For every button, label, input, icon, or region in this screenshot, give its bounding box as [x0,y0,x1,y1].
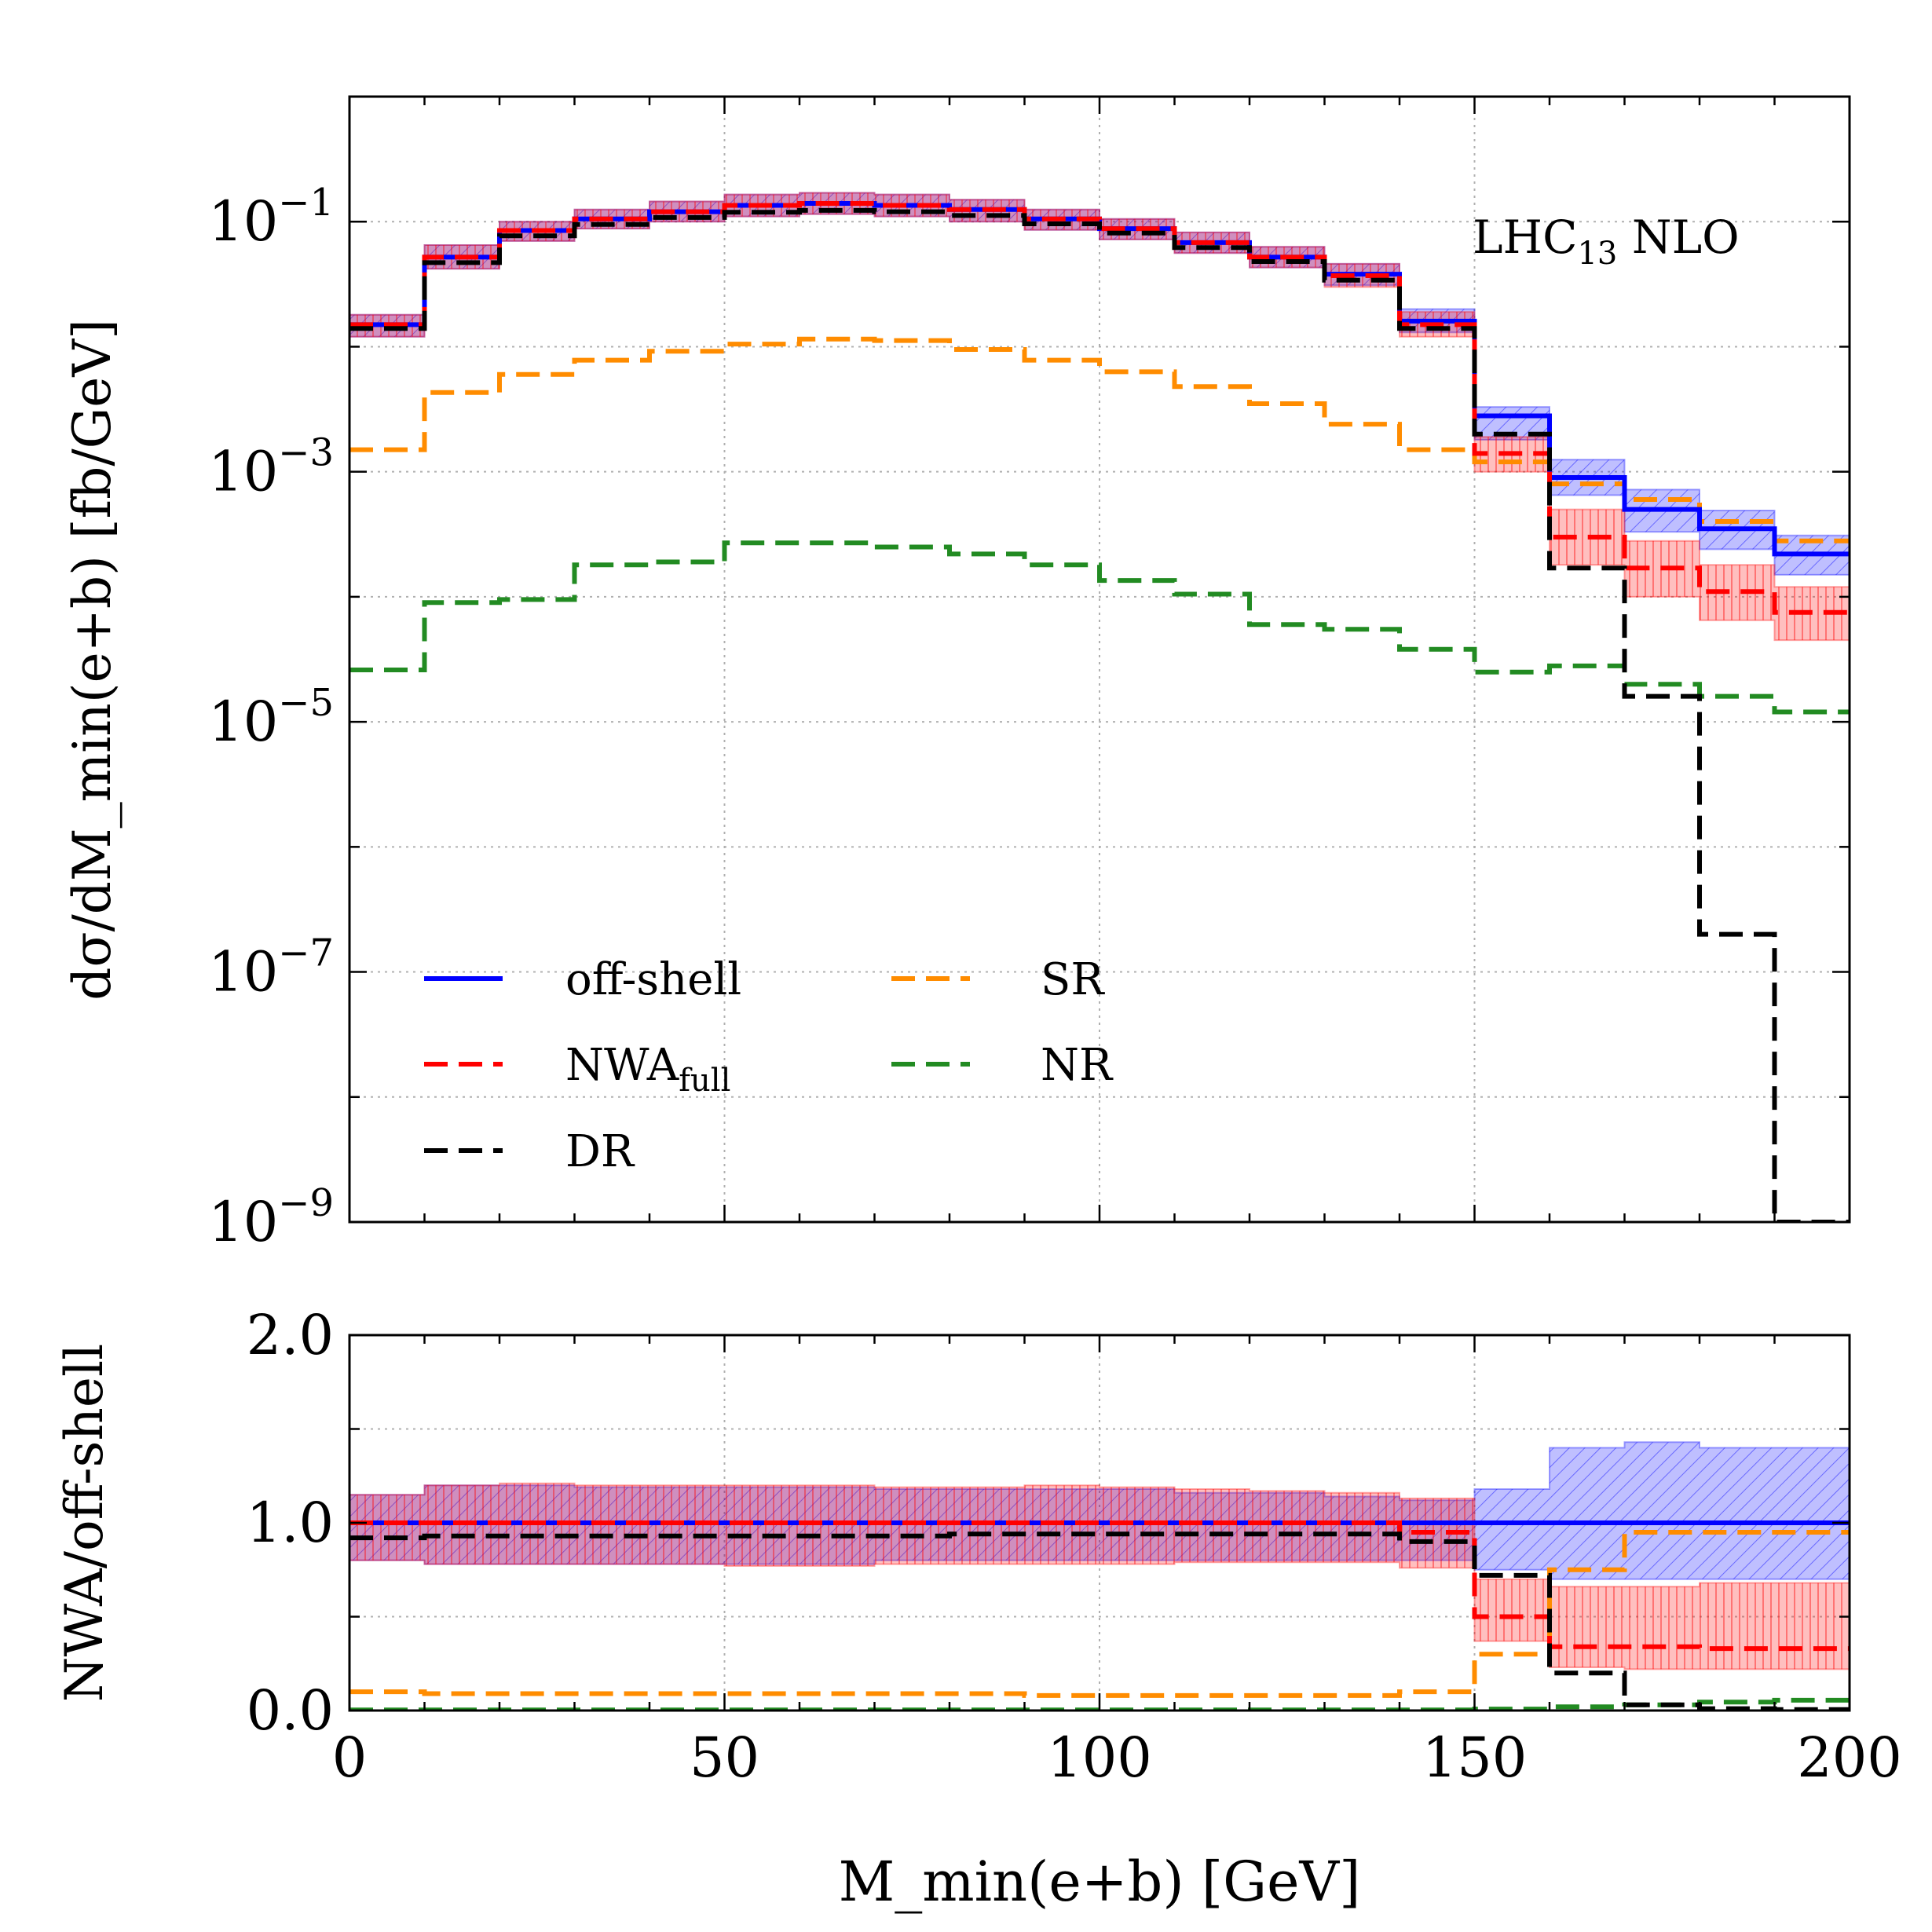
legend-label: DR [565,1126,635,1177]
legend-label: NWAfull [565,1040,730,1099]
legend-label: NR [1041,1040,1114,1091]
series-line-nr [349,540,1850,715]
y-tick-label: 10−3 [208,431,334,504]
main-y-axis-label: dσ/dM_min(e+b) [fb/GeV] [62,319,123,1001]
y-tick-label: 10−5 [208,681,334,754]
x-tick-labels: 0 50 100 150 200 [332,1725,1902,1790]
band-nwa [349,1482,1850,1670]
series-line-nwa [349,201,1850,615]
legend: off-shell NWAfull DR SR NR [424,954,1114,1177]
annotation: LHC13 NLO [1473,210,1740,272]
series-line-dr [349,1531,1850,1711]
ratio-panel: 0.0 1.0 2.0 NWA/off-shell [54,1303,1851,1743]
x-tick-label: 200 [1797,1725,1902,1790]
legend-item-nwa-full: NWAfull [424,1040,730,1099]
series-line-sr [349,336,1850,543]
series-line-sr [349,1530,1850,1698]
series-line-dr [349,207,1850,1222]
y-tick-label: 10−9 [208,1181,334,1254]
x-tick-label: 150 [1422,1725,1528,1790]
legend-label: SR [1041,954,1105,1005]
x-tick-label: 50 [690,1725,759,1790]
main-panel: 10−1 10−3 10−5 10−7 10−9 LHC13 NLO off-shell… [62,95,1851,1254]
ratio-ticks: 0.0 1.0 2.0 [247,1303,1851,1743]
y-tick-label: 2.0 [247,1303,334,1367]
x-tick-label: 100 [1047,1725,1152,1790]
ratio-y-axis-label: NWA/off-shell [54,1344,115,1702]
legend-label: off-shell [565,954,741,1005]
y-tick-label: 10−7 [208,931,334,1004]
main-lines [349,201,1850,1222]
y-tick-label: 0.0 [247,1678,334,1743]
series-line-nwa [349,1520,1850,1652]
y-tick-label: 1.0 [247,1491,334,1555]
x-tick-label: 0 [332,1725,368,1790]
legend-item-nr: NR [891,1040,1114,1091]
main-ticks: 10−1 10−3 10−5 10−7 10−9 [208,95,1851,1254]
legend-item-dr: DR [424,1126,635,1177]
legend-item-off-shell: off-shell [424,954,741,1005]
x-axis-label: M_min(e+b) [GeV] [839,1850,1361,1914]
legend-item-sr: SR [891,954,1105,1005]
y-tick-label: 10−1 [208,181,334,254]
